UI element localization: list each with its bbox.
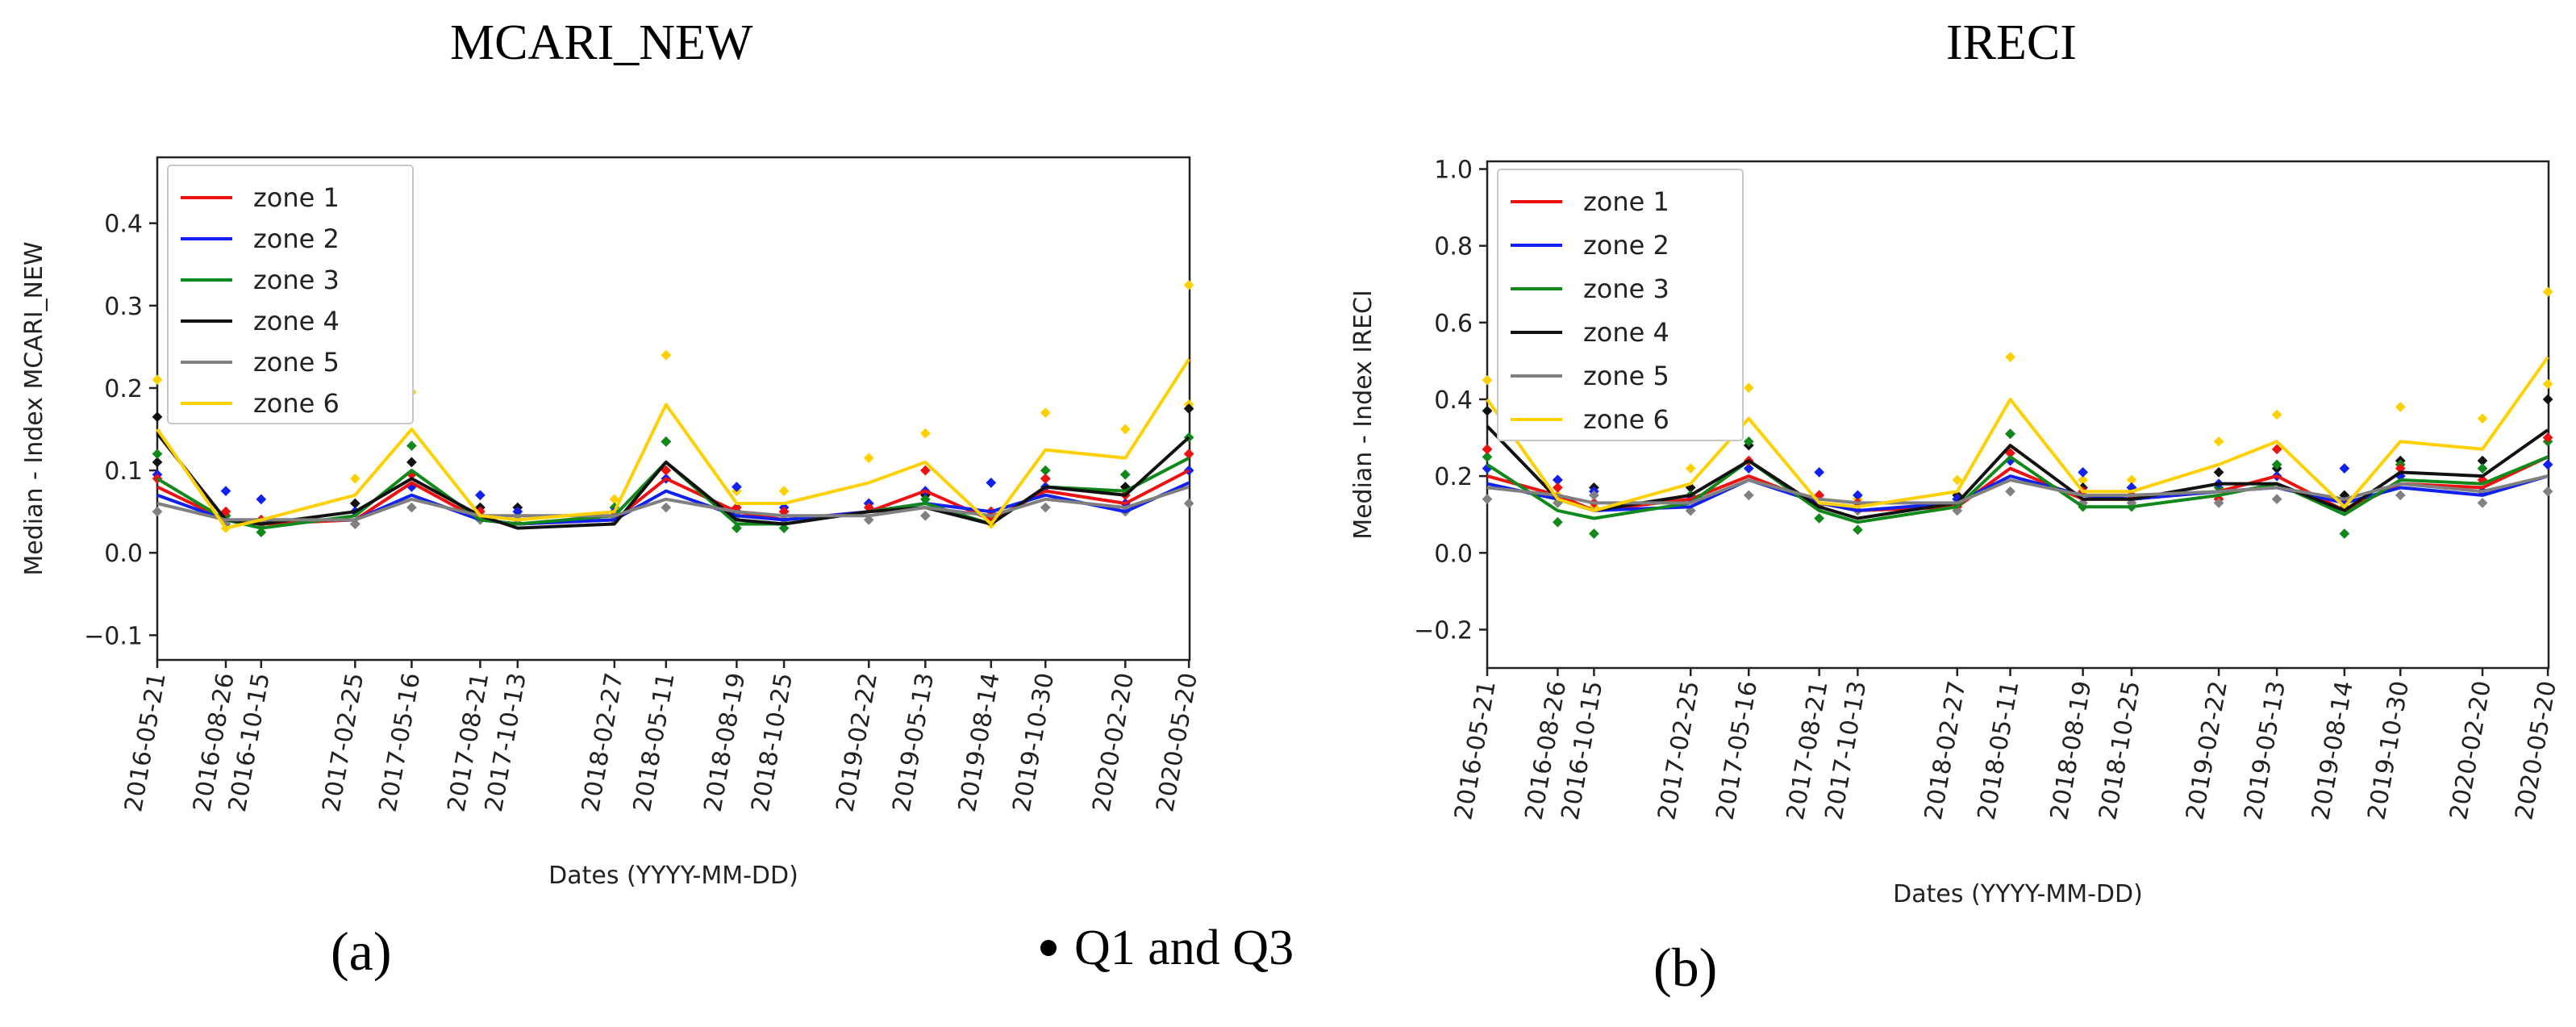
chart-b-xtick-label: 2018-02-27 [1919, 678, 1972, 822]
chart-a-y-axis-label: Median - Index MCARI_NEW [20, 241, 48, 575]
chart-a-legend-label-zone-1: zone 1 [253, 182, 340, 213]
chart-b-quartile-dot [1952, 474, 1963, 486]
chart-b-quartile-dot [2339, 528, 2350, 539]
chart-b-series-line-zone-3 [1486, 455, 2549, 524]
chart-b-y-axis-label: Median - Index IRECI [1349, 290, 1378, 540]
chart-b-quartile-dot [1743, 436, 1754, 447]
chart-b-quartile-dot [1814, 513, 1825, 524]
chart-b-quartile-dot [2542, 378, 2553, 390]
chart-b-quartile-dot [2213, 466, 2224, 478]
chart-a-legend-box [167, 165, 414, 424]
chart-b-quartile-dot [1743, 382, 1754, 394]
chart-b-quartile-dot [2213, 436, 2224, 447]
chart-b-xtick-label: 2020-02-20 [2445, 678, 2497, 822]
chart-b-legend-box [1497, 169, 1744, 441]
chart-b-quartile-dot [2542, 394, 2553, 405]
chart-b-xtick-label: 2017-02-25 [1653, 678, 1705, 822]
chart-a-ytick-label: −0.1 [84, 622, 143, 650]
chart-b-series-line-zone-4 [1486, 424, 2549, 520]
chart-a-legend-label-zone-4: zone 4 [253, 306, 340, 336]
chart-b-legend-label-zone-1: zone 1 [1583, 186, 1669, 217]
chart-b-quartile-dot [2395, 402, 2406, 412]
chart-a-series-line-zone-5 [156, 485, 1190, 522]
chart-b-x-axis-label: Dates (YYYY-MM-DD) [1893, 880, 2143, 908]
chart-b-ytick-label: 0.8 [1434, 233, 1473, 261]
chart-b-xtick-label: 2020-05-20 [2510, 678, 2562, 822]
chart-b-quartile-dot [1853, 490, 1863, 501]
chart-b-quartile-dot [1743, 463, 1754, 474]
chart-b-xtick-label: 2019-08-14 [2307, 678, 2359, 822]
chart-b-legend-label-zone-5: zone 5 [1583, 361, 1669, 391]
footnote: Q1 and Q3 [1040, 920, 1294, 977]
chart-a-ytick-label: 0.3 [104, 293, 143, 321]
chart-a-quartile-dot [152, 374, 163, 386]
chart-b-quartile-dot [2477, 463, 2488, 474]
chart-b-quartile-dot [1814, 466, 1825, 478]
chart-b-ytick-label: −0.2 [1414, 616, 1473, 645]
chart-b-quartile-dot [2542, 286, 2553, 298]
chart-b-xtick-label: 2018-05-11 [1973, 678, 2025, 822]
chart-b-legend-label-zone-4: zone 4 [1583, 317, 1669, 348]
chart-b-quartile-dot [2271, 444, 2282, 455]
chart-b-xtick-label: 2019-02-22 [2181, 678, 2233, 822]
chart-a-title: MCARI_NEW [450, 15, 753, 70]
chart-a-legend-label-zone-2: zone 2 [253, 223, 340, 254]
chart-b-quartile-dot [2271, 494, 2282, 505]
chart-b-quartile-dot [2542, 459, 2553, 470]
chart-a-ytick-label: 0.0 [104, 540, 143, 568]
chart-a-ytick-label: 0.4 [104, 211, 143, 239]
chart-b-quartile-dot [1743, 490, 1754, 501]
chart-b-quartile-dot [2126, 474, 2137, 486]
chart-b-quartile-dot [2005, 428, 2015, 440]
chart-b-legend-label-zone-3: zone 3 [1583, 273, 1669, 304]
bullet-icon [1040, 939, 1057, 956]
chart-b-quartile-dot [2477, 413, 2488, 424]
chart-b-series-line-zone-6 [1486, 356, 2549, 512]
chart-b-ytick-label: 0.6 [1434, 310, 1473, 338]
panel-label-b: (b) [1653, 937, 1718, 998]
chart-b-xtick-label: 2019-05-13 [2239, 678, 2291, 822]
panel-label-a: (a) [331, 921, 392, 982]
chart-a-series-line-zone-6 [156, 358, 1190, 530]
chart-b-xtick-label: 2019-10-30 [2362, 678, 2415, 822]
chart-b-legend-label-zone-2: zone 2 [1583, 230, 1669, 261]
chart-b-quartile-dot [2395, 490, 2406, 501]
chart-b-quartile-dot [2271, 409, 2282, 420]
chart-b-xtick-label: 2018-08-19 [2045, 678, 2098, 822]
chart-a-ytick-label: 0.2 [104, 375, 143, 403]
chart-b-quartile-dot [2339, 463, 2350, 474]
chart-b-xtick-label: 2018-10-25 [2094, 678, 2146, 822]
chart-b-quartile-dot [2477, 498, 2488, 508]
chart-b-quartile-dot [2078, 466, 2088, 478]
chart-b-quartile-dot [2542, 432, 2553, 443]
chart-b-xtick-label: 2016-05-21 [1449, 678, 1502, 822]
chart-a-ytick-label: 0.1 [104, 457, 143, 486]
chart-b-series-line-zone-5 [1486, 474, 2549, 505]
chart-b-quartile-dot [2271, 459, 2282, 470]
chart-b-ytick-label: 1.0 [1434, 157, 1473, 185]
chart-b-ytick-label: 0.2 [1434, 463, 1473, 491]
chart-b-title: IRECI [1946, 15, 2077, 70]
chart-a-legend-label-zone-6: zone 6 [253, 388, 340, 419]
chart-b-ytick-label: 0.4 [1434, 386, 1473, 415]
footnote-text: Q1 and Q3 [1074, 921, 1294, 975]
chart-b-quartile-dot [2213, 498, 2224, 508]
chart-b-quartile-dot [1853, 524, 1863, 536]
chart-b-quartile-dot [2005, 486, 2015, 497]
chart-b-quartile-dot [2477, 455, 2488, 466]
chart-b-ytick-label: 0.0 [1434, 540, 1473, 568]
chart-b-xtick-label: 2017-05-16 [1711, 678, 1763, 822]
chart-a-x-axis-label: Dates (YYYY-MM-DD) [548, 862, 798, 890]
chart-b-legend-label-zone-6: zone 6 [1583, 404, 1669, 435]
chart-b-quartile-dot [1685, 463, 1696, 474]
chart-b-quartile-dot [2005, 352, 2015, 363]
chart-a-legend-label-zone-3: zone 3 [253, 265, 340, 295]
chart-a-legend-label-zone-5: zone 5 [253, 347, 340, 378]
chart-b-quartile-dot [2078, 474, 2088, 486]
chart-b-quartile-dot [2542, 486, 2553, 497]
